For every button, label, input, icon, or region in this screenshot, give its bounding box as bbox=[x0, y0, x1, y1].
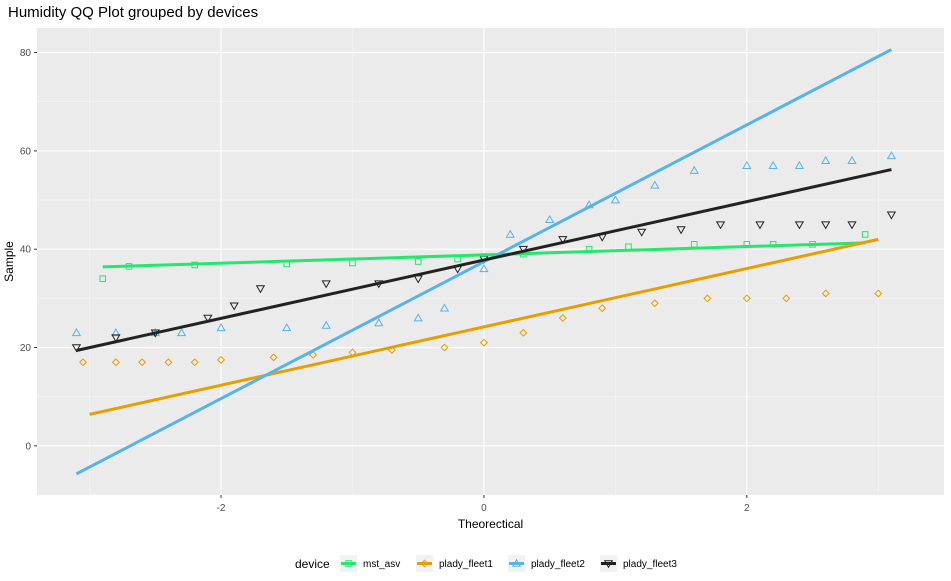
data-point-plady_fleet1 bbox=[650, 299, 659, 308]
data-point-plady_fleet2 bbox=[479, 264, 489, 273]
data-point-plady_fleet3 bbox=[71, 344, 82, 353]
y-tick-label: 60 bbox=[20, 146, 32, 157]
data-point-plady_fleet2 bbox=[71, 327, 82, 337]
data-point-plady_fleet2 bbox=[544, 214, 555, 224]
qq-line-mst_asv bbox=[102, 241, 866, 269]
data-point-plady_fleet2 bbox=[886, 151, 897, 160]
y-axis-title: Sample bbox=[2, 241, 16, 282]
data-point-plady_fleet3 bbox=[794, 221, 805, 230]
data-point-plady_fleet2 bbox=[610, 195, 621, 204]
legend-title: device bbox=[295, 557, 330, 571]
data-point-plady_fleet2 bbox=[821, 155, 831, 165]
y-tick-label: 20 bbox=[20, 343, 32, 354]
data-point-plady_fleet1 bbox=[821, 289, 830, 298]
data-point-plady_fleet1 bbox=[519, 328, 528, 337]
data-point-plady_fleet1 bbox=[138, 358, 147, 367]
data-point-plady_fleet3 bbox=[715, 221, 726, 230]
data-point-plady_fleet3 bbox=[755, 221, 765, 230]
data-point-plady_fleet1 bbox=[164, 358, 173, 367]
data-point-mst_asv bbox=[414, 258, 422, 265]
data-point-plady_fleet1 bbox=[79, 358, 88, 367]
data-point-plady_fleet1 bbox=[440, 343, 449, 352]
legend-key-plady_fleet2 bbox=[508, 555, 525, 572]
data-point-plady_fleet2 bbox=[176, 327, 187, 337]
legend-label-plady_fleet3: plady_fleet3 bbox=[623, 559, 677, 570]
series-layer bbox=[71, 48, 897, 476]
data-point-plady_fleet3 bbox=[203, 314, 213, 323]
data-point-plady_fleet3 bbox=[111, 334, 121, 343]
legend-key-plady_fleet3 bbox=[600, 555, 617, 572]
legend-key-marker bbox=[603, 560, 614, 569]
data-point-plady_fleet1 bbox=[269, 353, 278, 362]
qq-line-plady_fleet3 bbox=[76, 168, 892, 352]
data-point-plady_fleet1 bbox=[874, 289, 883, 298]
data-point-plady_fleet1 bbox=[190, 358, 199, 367]
x-axis-title: Theorectical bbox=[458, 517, 523, 531]
data-point-plady_fleet2 bbox=[742, 160, 752, 169]
data-point-plady_fleet2 bbox=[321, 320, 331, 329]
data-point-plady_fleet3 bbox=[321, 280, 331, 289]
data-point-plady_fleet1 bbox=[217, 355, 226, 364]
axis-layer: 0 20 40 60 80 -2 0 2 bbox=[20, 48, 750, 514]
data-point-plady_fleet1 bbox=[479, 338, 488, 347]
data-point-plady_fleet2 bbox=[374, 318, 384, 327]
data-point-plady_fleet3 bbox=[558, 236, 568, 245]
data-point-plady_fleet2 bbox=[794, 160, 805, 169]
data-point-plady_fleet3 bbox=[821, 221, 831, 230]
legend-key-marker bbox=[345, 560, 352, 567]
x-tick-label: -2 bbox=[217, 503, 226, 514]
data-point-plady_fleet3 bbox=[847, 221, 857, 230]
data-point-plady_fleet3 bbox=[229, 302, 239, 311]
legend-key-marker bbox=[420, 559, 429, 568]
data-point-plady_fleet3 bbox=[676, 226, 686, 235]
qq-line-plady_fleet2 bbox=[75, 48, 893, 476]
legend-label-plady_fleet2: plady_fleet2 bbox=[531, 559, 585, 570]
legend: device mst_asv plady_fleet1 plady_fleet2 pl… bbox=[295, 555, 677, 572]
data-point-plady_fleet2 bbox=[439, 303, 450, 312]
data-point-mst_asv bbox=[99, 275, 107, 283]
qq-line-plady_fleet1 bbox=[89, 237, 879, 416]
data-point-plady_fleet1 bbox=[703, 294, 712, 303]
legend-key-plady_fleet1 bbox=[416, 555, 433, 572]
data-point-plady_fleet2 bbox=[847, 155, 857, 165]
legend-label-mst_asv: mst_asv bbox=[363, 559, 400, 570]
data-point-plady_fleet2 bbox=[216, 323, 226, 332]
chart-title: Humidity QQ Plot grouped by devices bbox=[8, 4, 258, 21]
data-point-mst_asv bbox=[861, 231, 869, 238]
series-plady_fleet1 bbox=[79, 289, 883, 367]
data-point-plady_fleet1 bbox=[309, 350, 318, 359]
x-tick-label: 2 bbox=[744, 503, 750, 514]
data-point-plady_fleet2 bbox=[111, 327, 121, 337]
data-point-plady_fleet3 bbox=[255, 285, 266, 294]
data-point-plady_fleet2 bbox=[505, 229, 515, 238]
data-point-plady_fleet1 bbox=[742, 294, 751, 303]
data-point-plady_fleet2 bbox=[689, 165, 699, 174]
data-point-plady_fleet1 bbox=[598, 304, 607, 313]
legend-key-mst_asv bbox=[340, 555, 357, 572]
data-point-plady_fleet2 bbox=[413, 313, 423, 322]
legend-key-marker bbox=[511, 558, 522, 567]
data-point-plady_fleet1 bbox=[782, 294, 791, 303]
y-tick-label: 0 bbox=[25, 441, 31, 452]
data-point-plady_fleet2 bbox=[282, 323, 292, 332]
data-point-plady_fleet2 bbox=[768, 160, 778, 169]
x-tick-label: 0 bbox=[481, 503, 487, 514]
y-tick-label: 40 bbox=[20, 245, 32, 256]
data-point-plady_fleet2 bbox=[650, 180, 660, 189]
y-tick-label: 80 bbox=[20, 48, 32, 59]
data-point-plady_fleet3 bbox=[637, 228, 647, 237]
data-point-plady_fleet1 bbox=[558, 314, 567, 323]
data-point-plady_fleet1 bbox=[111, 358, 120, 367]
data-point-plady_fleet3 bbox=[886, 211, 897, 220]
legend-label-plady_fleet1: plady_fleet1 bbox=[439, 559, 493, 570]
grid-lines bbox=[37, 28, 944, 496]
